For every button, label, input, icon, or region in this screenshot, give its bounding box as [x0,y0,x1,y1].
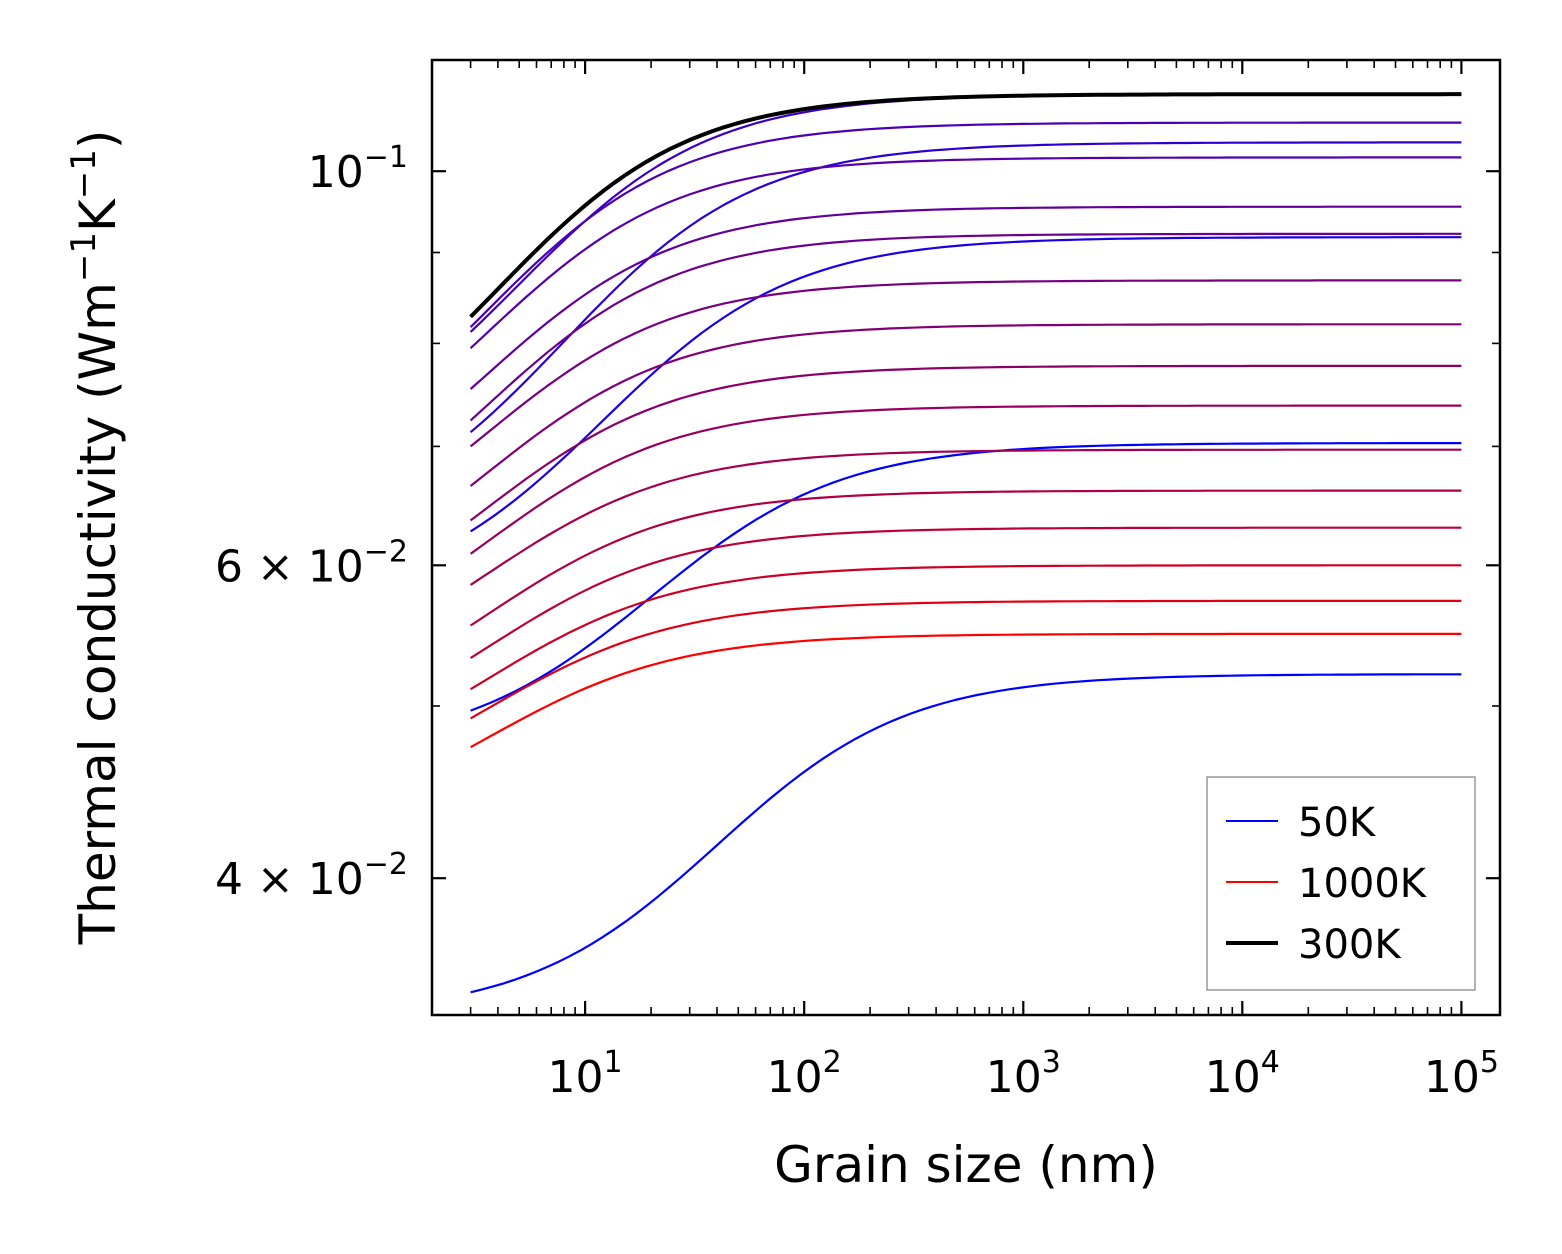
series-line-1000k [470,632,1462,749]
x-tick-label: 101 [548,1045,623,1103]
series-line-500k [469,232,1462,422]
y-axis-label: Thermal conductivity (Wm−1K−1) [64,130,127,946]
series-line-700k [469,404,1462,555]
series-line-850k [470,526,1462,660]
series-line-550k [469,279,1462,448]
x-axis-label: Grain size (nm) [774,1136,1158,1194]
x-tick-label: 104 [1205,1045,1280,1103]
y-tick-label: 6 × 10−2 [215,534,408,592]
series-layer [469,92,1462,994]
series-line-50k [470,673,1462,994]
y-axis-label-exp2: −1 [64,149,104,199]
series-line-200k [469,141,1462,434]
y-tick-label: 10−1 [308,140,408,198]
series-line-650k [469,364,1462,522]
series-line-950k [470,599,1462,720]
series-line-900k [470,564,1462,691]
series-line-250k [469,92,1462,333]
series-line-600k [469,323,1462,487]
y-tick-label: 4 × 10−2 [215,847,408,905]
series-line-750k [469,448,1462,586]
series-line-150k [470,236,1462,533]
plot-frame [430,58,1502,1017]
legend-label-50k: 50K [1298,800,1377,846]
y-axis-label-k: K [69,198,127,232]
ticks-layer [431,60,1500,1015]
series-line-450k [469,205,1462,390]
series-line-300k [469,92,1462,319]
x-tick-label: 103 [986,1045,1061,1103]
y-axis-label-close: ) [69,130,127,150]
series-line-400k [469,156,1462,350]
series-line-800k [469,489,1462,627]
legend: 50K 1000K 300K [1206,776,1476,991]
x-tick-label: 102 [767,1045,842,1103]
series-line-350k [469,121,1462,328]
series-line-100k [470,442,1462,712]
legend-label-300k: 300K [1298,922,1402,968]
y-axis-label-main: Thermal conductivity (Wm [69,282,127,945]
legend-box [1206,776,1476,991]
x-tick-label: 105 [1424,1045,1499,1103]
legend-label-1000k: 1000K [1298,861,1428,907]
y-axis-label-exp1: −1 [64,232,104,282]
tick-labels-layer: 101 102 103 104 105 4 × 10−2 6 × 10−2 10−1 [215,140,1499,1103]
